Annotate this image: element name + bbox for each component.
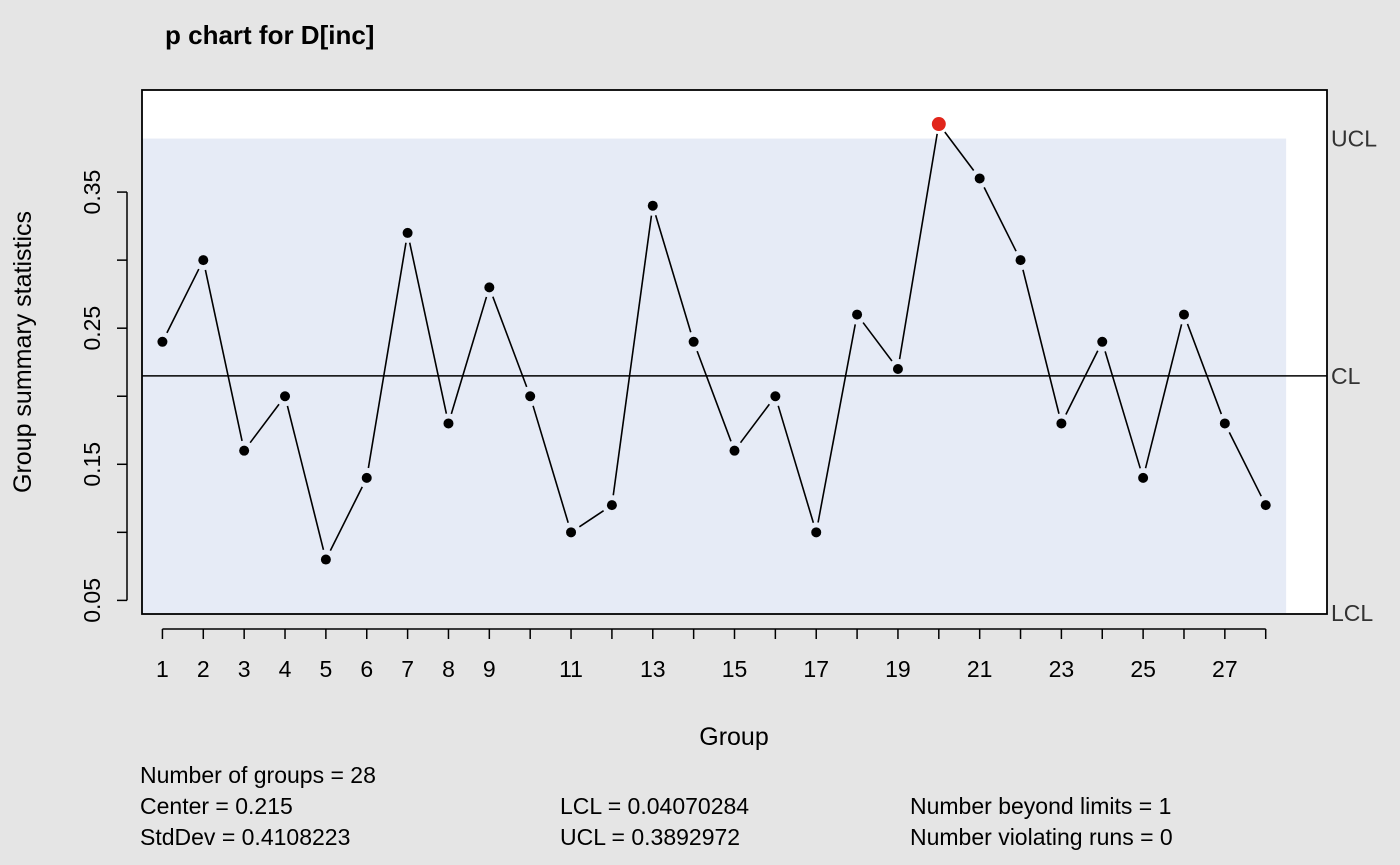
series-segment — [696, 350, 732, 442]
y-axis: 0.05 0.15 0.25 0.35 — [79, 170, 128, 623]
series-segment — [578, 509, 605, 528]
series-segment — [532, 405, 569, 523]
data-point — [566, 527, 577, 538]
data-point — [1178, 309, 1189, 320]
y-tick-label: 0.35 — [79, 170, 105, 215]
violation-point — [931, 117, 946, 132]
x-tick-label: 5 — [319, 656, 332, 682]
series-line — [166, 131, 1262, 551]
data-point — [402, 227, 413, 238]
x-tick-label: 1 — [156, 656, 169, 682]
data-point — [974, 173, 985, 184]
data-point — [811, 527, 822, 538]
x-tick-label: 4 — [279, 656, 292, 682]
data-point — [1056, 418, 1067, 429]
series-segment — [777, 405, 815, 523]
x-tick-label: 9 — [483, 656, 496, 682]
series-segment — [204, 269, 243, 442]
series-segment — [739, 403, 770, 444]
series-segment — [1228, 432, 1262, 497]
series-segment — [367, 242, 407, 469]
x-axis-label: Group — [699, 723, 768, 751]
data-point — [484, 282, 495, 293]
cl-label: CL — [1331, 363, 1361, 389]
stat-stddev: StdDev = 0.4108223 — [140, 824, 350, 850]
x-tick-label: 11 — [559, 656, 583, 682]
x-tick-label: 19 — [885, 656, 911, 682]
data-point — [688, 336, 699, 347]
series-segment — [249, 403, 280, 444]
series-segment — [1022, 269, 1060, 414]
series-segment — [286, 405, 325, 551]
series-segment — [817, 324, 857, 523]
data-point — [892, 364, 903, 375]
x-tick-label: 3 — [238, 656, 251, 682]
series-segment — [944, 131, 975, 171]
series-segment — [1104, 351, 1142, 469]
data-points — [157, 117, 1271, 565]
series-segment — [898, 133, 938, 360]
series-segment — [1186, 323, 1223, 415]
data-point — [647, 200, 658, 211]
series-segment — [1144, 324, 1183, 469]
data-point — [1219, 418, 1230, 429]
lcl-label: LCL — [1331, 600, 1373, 626]
data-point — [280, 391, 291, 402]
x-tick-label: 21 — [967, 656, 993, 682]
series-segment — [1065, 350, 1099, 415]
x-axis: 1 2 3 4 5 6 7 8 9 11 13 15 17 19 21 23 25 27 — [156, 628, 1267, 682]
data-point — [770, 391, 781, 402]
stat-beyond-limits: Number beyond limits = 1 — [910, 793, 1171, 819]
stat-ucl: UCL = 0.3892972 — [560, 824, 740, 850]
x-tick-label: 23 — [1049, 656, 1075, 682]
x-tick-label: 2 — [197, 656, 210, 682]
series-segment — [408, 242, 448, 414]
data-point — [1260, 500, 1271, 511]
series-segment — [654, 215, 692, 333]
data-point — [320, 554, 331, 565]
data-point — [157, 336, 168, 347]
x-tick-label: 15 — [722, 656, 748, 682]
data-point — [443, 418, 454, 429]
data-point — [1097, 336, 1108, 347]
x-tick-label: 13 — [640, 656, 666, 682]
data-point — [1138, 472, 1149, 483]
series-segment — [450, 296, 488, 415]
data-point — [525, 391, 536, 402]
y-axis-label: Group summary statistics — [9, 211, 37, 493]
stat-violating-runs: Number violating runs = 0 — [910, 824, 1173, 850]
series-segment — [492, 296, 528, 388]
stat-lcl: LCL = 0.04070284 — [560, 793, 749, 819]
series-segment — [862, 322, 893, 362]
y-tick-label: 0.25 — [79, 306, 105, 351]
data-point — [198, 255, 209, 266]
chart-title: p chart for D[inc] — [165, 20, 374, 50]
x-tick-label: 27 — [1212, 656, 1238, 682]
y-tick-label: 0.15 — [79, 442, 105, 487]
series-segment — [983, 187, 1017, 252]
data-point — [1015, 255, 1026, 266]
x-tick-label: 6 — [360, 656, 373, 682]
data-point — [239, 445, 250, 456]
x-tick-label: 8 — [442, 656, 455, 682]
data-point — [852, 309, 863, 320]
data-point — [361, 472, 372, 483]
data-point — [606, 500, 617, 511]
data-point — [729, 445, 740, 456]
y-tick-label: 0.05 — [79, 578, 105, 623]
series-segment — [329, 486, 363, 551]
series-segment — [612, 215, 653, 496]
stat-groups: Number of groups = 28 — [140, 762, 376, 788]
x-tick-label: 7 — [401, 656, 414, 682]
series-segment — [166, 268, 200, 334]
x-tick-label: 25 — [1130, 656, 1156, 682]
ucl-label: UCL — [1331, 126, 1377, 152]
plot-frame — [141, 89, 1328, 615]
summary-stats: Number of groups = 28 Center = 0.215 Std… — [140, 762, 1173, 850]
stat-center: Center = 0.215 — [140, 793, 293, 819]
x-tick-label: 17 — [803, 656, 829, 682]
